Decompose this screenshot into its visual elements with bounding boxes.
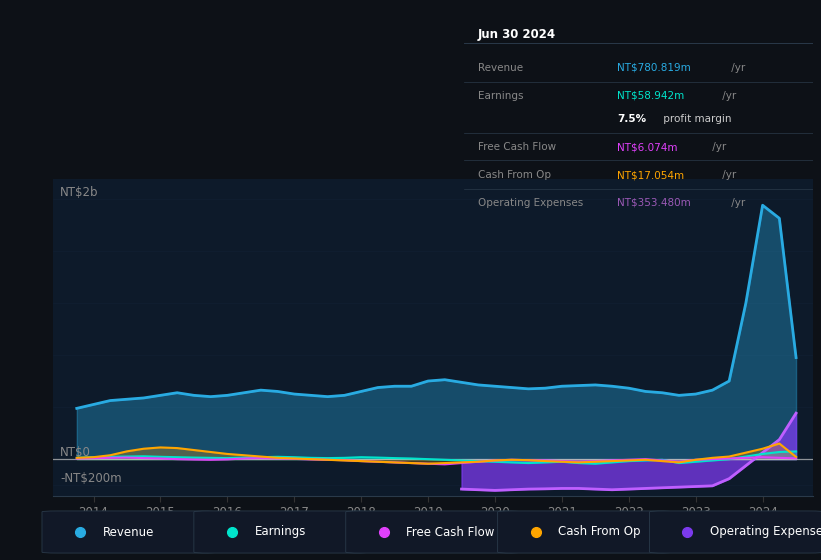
Text: /yr: /yr — [728, 63, 745, 73]
Text: Revenue: Revenue — [103, 525, 154, 539]
Text: Earnings: Earnings — [255, 525, 306, 539]
Text: Cash From Op: Cash From Op — [478, 170, 551, 180]
Text: Earnings: Earnings — [478, 91, 523, 100]
Text: NT$2b: NT$2b — [60, 186, 99, 199]
Text: Free Cash Flow: Free Cash Flow — [406, 525, 495, 539]
Text: Operating Expenses: Operating Expenses — [478, 198, 583, 208]
Text: NT$780.819m: NT$780.819m — [617, 63, 691, 73]
Text: -NT$200m: -NT$200m — [60, 472, 122, 485]
Text: Free Cash Flow: Free Cash Flow — [478, 142, 556, 152]
FancyBboxPatch shape — [498, 511, 672, 553]
FancyBboxPatch shape — [42, 511, 217, 553]
Text: Revenue: Revenue — [478, 63, 523, 73]
Text: NT$353.480m: NT$353.480m — [617, 198, 691, 208]
Text: NT$17.054m: NT$17.054m — [617, 170, 685, 180]
Text: /yr: /yr — [718, 170, 736, 180]
Text: /yr: /yr — [728, 198, 745, 208]
Text: 7.5%: 7.5% — [617, 114, 646, 124]
FancyBboxPatch shape — [649, 511, 821, 553]
Text: NT$6.074m: NT$6.074m — [617, 142, 678, 152]
FancyBboxPatch shape — [194, 511, 369, 553]
Text: NT$0: NT$0 — [60, 446, 91, 459]
FancyBboxPatch shape — [346, 511, 521, 553]
Text: Cash From Op: Cash From Op — [558, 525, 641, 539]
Text: Operating Expenses: Operating Expenses — [710, 525, 821, 539]
Text: /yr: /yr — [718, 91, 736, 100]
Text: profit margin: profit margin — [660, 114, 732, 124]
Text: /yr: /yr — [709, 142, 726, 152]
Text: Jun 30 2024: Jun 30 2024 — [478, 28, 556, 41]
Text: NT$58.942m: NT$58.942m — [617, 91, 685, 100]
